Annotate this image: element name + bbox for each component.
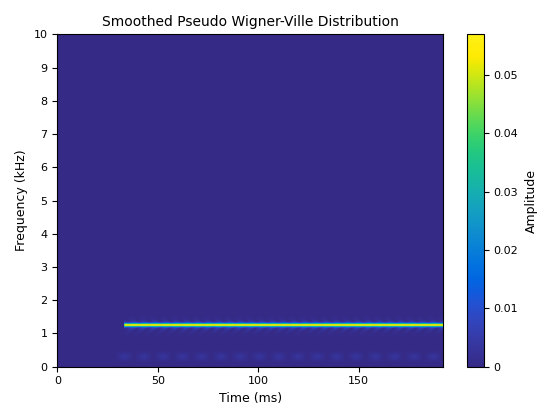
Y-axis label: Amplitude: Amplitude xyxy=(525,168,538,233)
Y-axis label: Frequency (kHz): Frequency (kHz) xyxy=(15,150,28,251)
Title: Smoothed Pseudo Wigner-Ville Distribution: Smoothed Pseudo Wigner-Ville Distributio… xyxy=(102,15,399,29)
X-axis label: Time (ms): Time (ms) xyxy=(218,392,282,405)
